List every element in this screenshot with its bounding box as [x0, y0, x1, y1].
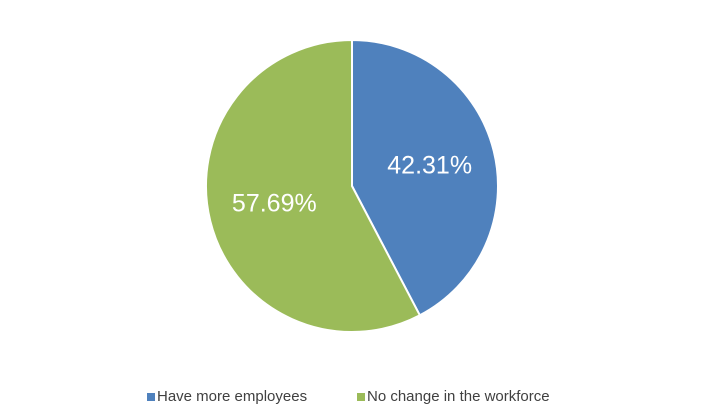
legend-label: Have more employees: [157, 388, 307, 405]
legend-swatch: [147, 393, 155, 401]
legend-swatch: [357, 393, 365, 401]
pie-slice: [205, 38, 422, 333]
value-label: 57.69%: [232, 190, 317, 218]
legend-label: No change in the workforce: [367, 388, 550, 405]
value-label: 42.31%: [387, 151, 472, 179]
pie-slice: [351, 38, 499, 317]
